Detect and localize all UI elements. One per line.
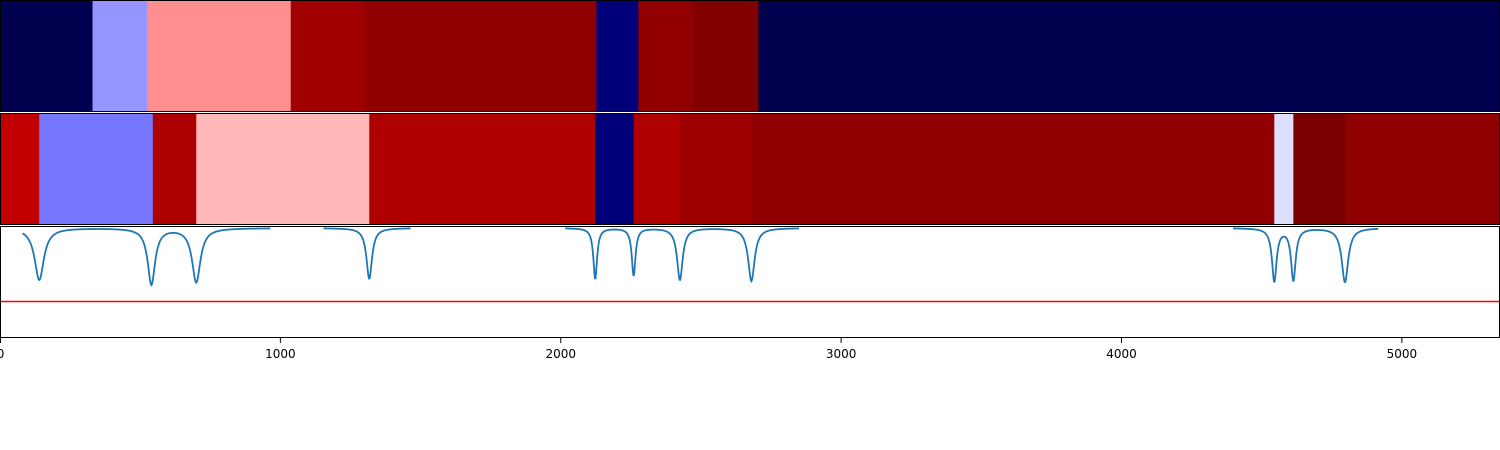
segment-2-10 [1274,113,1294,225]
segment-1-5 [364,0,597,112]
segment-1-7 [638,0,694,112]
segment-2-12 [1344,113,1500,225]
x-tick-label-4000: 4000 [1106,347,1137,361]
x-tick-label-3000: 3000 [826,347,857,361]
x-tick-label-0: 0 [0,347,4,361]
segment-1-8 [692,0,760,112]
segment-1-9 [758,0,1500,112]
x-axis: 0 1000 2000 3000 4000 5000 [0,338,1417,361]
segment-2-4 [196,113,370,225]
segment-2-9 [751,113,1275,225]
segment-track-1 [0,0,1500,112]
segment-2-5 [369,113,596,225]
segment-2-2 [39,113,154,225]
segment-2-7 [633,113,681,225]
segment-1-6 [596,0,640,112]
segment-2-11 [1293,113,1346,225]
signal-line [21,227,1379,287]
segment-track-2 [0,113,1500,225]
segment-1-3 [147,0,292,112]
x-tick-label-5000: 5000 [1387,347,1418,361]
x-tick-label-2000: 2000 [545,347,576,361]
segment-2-8 [679,113,753,225]
segment-2-3 [152,113,197,225]
segment-1-4 [290,0,366,112]
signal-track [0,227,1500,303]
x-tick-label-1000: 1000 [265,347,296,361]
segment-2-1 [0,113,40,225]
segment-1-1 [0,0,94,112]
segment-2-6 [595,113,635,225]
segment-1-2 [92,0,148,112]
